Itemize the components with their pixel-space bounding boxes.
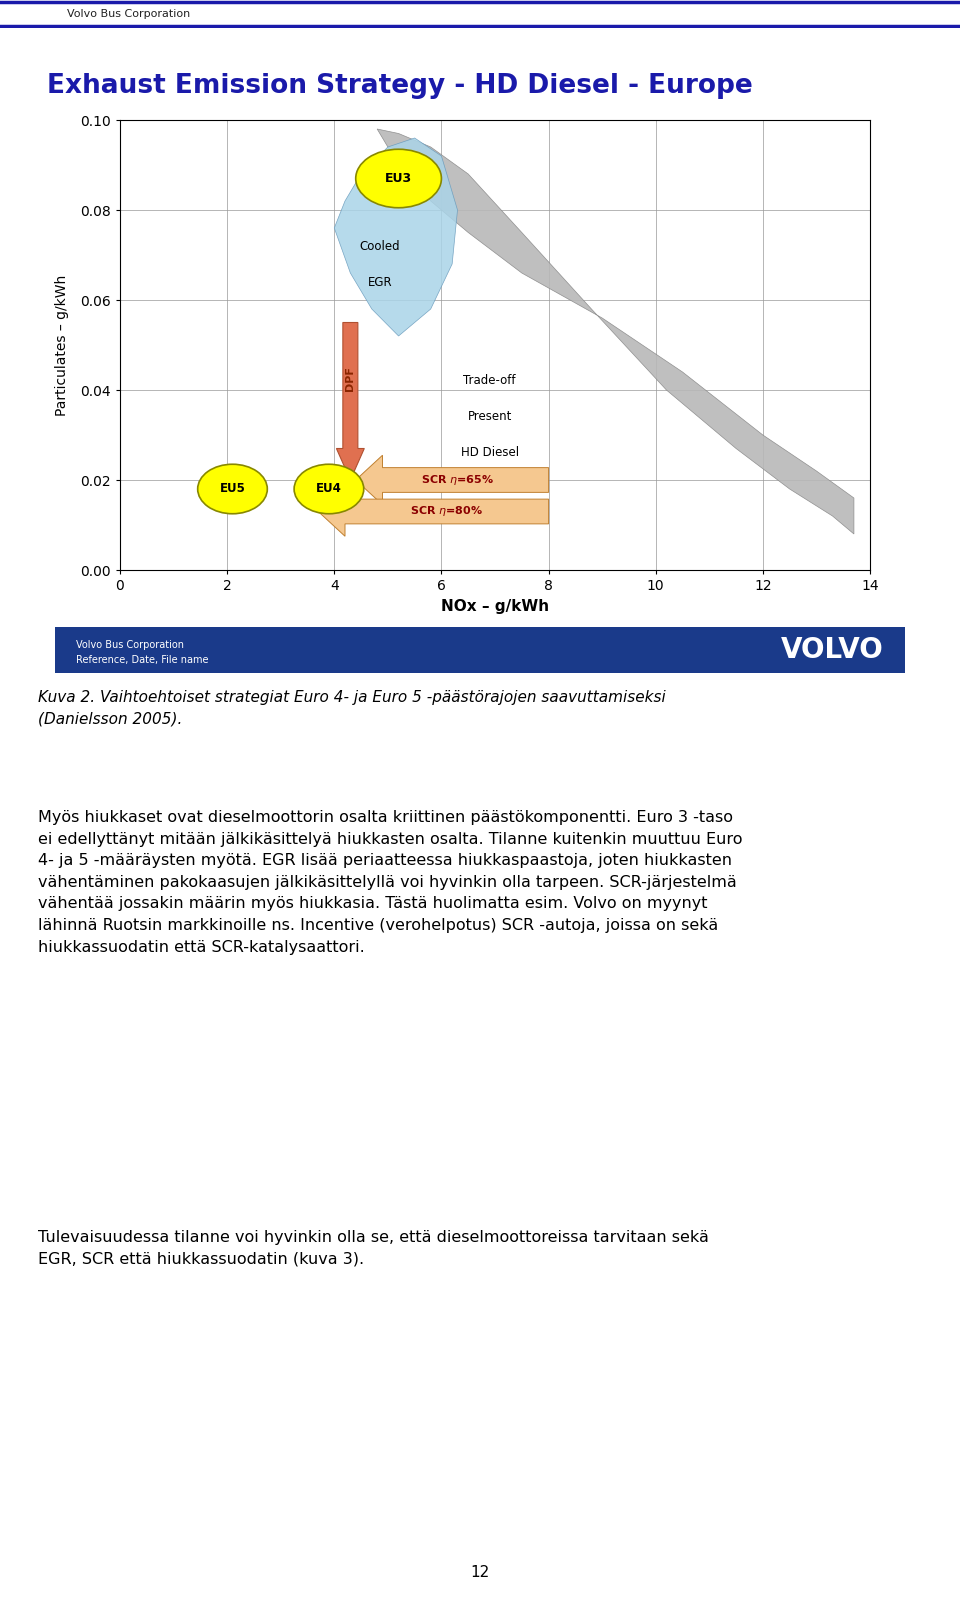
Text: Cooled: Cooled	[359, 239, 400, 252]
Polygon shape	[318, 486, 548, 536]
FancyArrow shape	[336, 323, 364, 480]
Text: SCR $\eta$=80%: SCR $\eta$=80%	[410, 504, 484, 518]
Ellipse shape	[198, 464, 267, 514]
Text: Volvo Bus Corporation: Volvo Bus Corporation	[76, 640, 184, 650]
Text: Present: Present	[468, 411, 512, 424]
FancyBboxPatch shape	[55, 628, 905, 672]
Text: EGR: EGR	[368, 276, 392, 289]
Text: EU3: EU3	[385, 172, 412, 185]
Text: EU4: EU4	[316, 483, 342, 496]
Polygon shape	[356, 456, 548, 504]
Text: Exhaust Emission Strategy - HD Diesel - Europe: Exhaust Emission Strategy - HD Diesel - …	[47, 74, 753, 100]
Ellipse shape	[294, 464, 364, 514]
Text: 12: 12	[470, 1565, 490, 1581]
Ellipse shape	[356, 149, 442, 207]
Text: NOx – g/kWh: NOx – g/kWh	[441, 599, 549, 613]
Text: SCR $\eta$=65%: SCR $\eta$=65%	[420, 473, 494, 486]
Text: DPF: DPF	[346, 366, 355, 392]
Text: VOLVO: VOLVO	[781, 636, 884, 664]
Y-axis label: Particulates – g/kWh: Particulates – g/kWh	[55, 274, 69, 416]
Polygon shape	[334, 138, 458, 335]
Text: Kuva 2. Vaihtoehtoiset strategiat Euro 4- ja Euro 5 -päästörajojen saavuttamisek: Kuva 2. Vaihtoehtoiset strategiat Euro 4…	[38, 690, 666, 725]
Text: Trade-off: Trade-off	[464, 374, 516, 387]
Text: HD Diesel: HD Diesel	[461, 446, 518, 459]
Text: Volvo Bus Corporation: Volvo Bus Corporation	[67, 10, 190, 19]
Text: Myös hiukkaset ovat dieselmoottorin osalta kriittinen päästökomponentti. Euro 3 : Myös hiukkaset ovat dieselmoottorin osal…	[38, 811, 743, 955]
Text: Reference, Date, File name: Reference, Date, File name	[76, 655, 208, 664]
Text: Tulevaisuudessa tilanne voi hyvinkin olla se, että dieselmoottoreissa tarvitaan : Tulevaisuudessa tilanne voi hyvinkin oll…	[38, 1229, 709, 1266]
Text: EU5: EU5	[220, 483, 246, 496]
Polygon shape	[377, 128, 854, 534]
